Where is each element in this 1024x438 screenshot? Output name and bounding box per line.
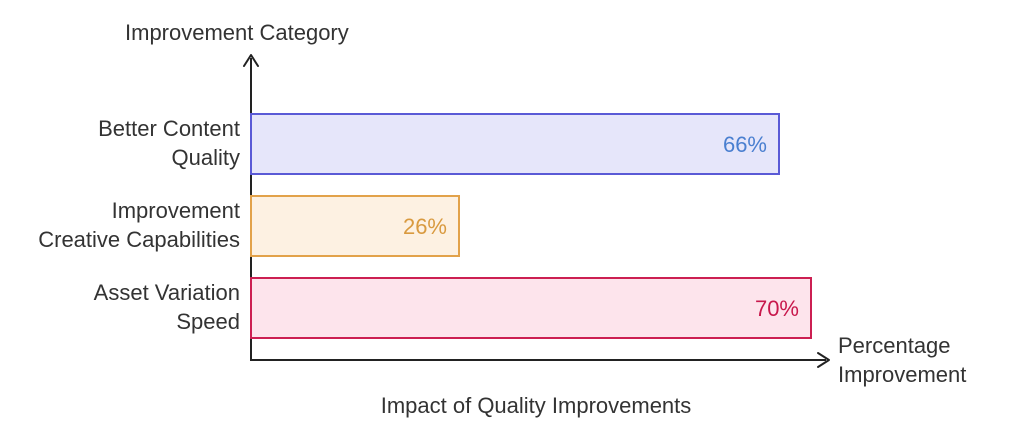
category-label-3-line-1: Asset Variation — [94, 280, 240, 305]
category-label-1: Better Content Quality — [98, 116, 240, 170]
category-label-2-line-2: Creative Capabilities — [38, 227, 240, 252]
y-axis-title: Improvement Category — [125, 20, 349, 45]
x-axis-arrow-icon — [817, 352, 830, 368]
chart-title: Impact of Quality Improvements — [381, 393, 692, 418]
bars — [250, 113, 812, 339]
category-label-3-line-2: Speed — [176, 309, 240, 334]
category-label-1-line-1: Better Content — [98, 116, 240, 141]
data-label-1: 66% — [723, 132, 767, 157]
bar-3 — [250, 277, 812, 339]
category-labels: Better Content Quality Improvement Creative… — [38, 116, 240, 334]
category-label-2-line-1: Improvement — [112, 198, 240, 223]
category-label-1-line-2: Quality — [172, 145, 240, 170]
bar-2 — [250, 195, 460, 257]
y-axis-arrow-icon — [243, 54, 259, 67]
data-label-2: 26% — [403, 214, 447, 239]
value-labels: 66% 26% 70% — [403, 132, 799, 321]
x-axis-title-line-2: Improvement — [838, 362, 966, 387]
data-label-3: 70% — [755, 296, 799, 321]
category-label-2: Improvement Creative Capabilities — [38, 198, 240, 252]
bar-1 — [250, 113, 780, 175]
x-axis-title: Percentage Improvement — [838, 333, 966, 387]
category-label-3: Asset Variation Speed — [94, 280, 240, 334]
x-axis-title-line-1: Percentage — [838, 333, 951, 358]
